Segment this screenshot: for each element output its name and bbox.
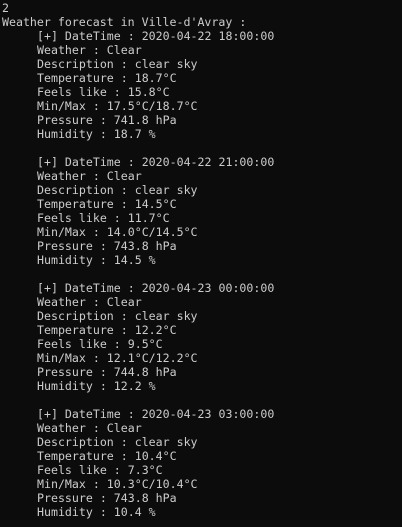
entry-field: Min/Max : 17.5°C/18.7°C: [37, 99, 198, 113]
entry-field: Pressure : 743.8 hPa: [37, 491, 177, 505]
entry-field: Pressure : 743.8 hPa: [37, 239, 177, 253]
entry-field: Weather : Clear: [37, 421, 142, 435]
entry-field: Weather : Clear: [37, 295, 142, 309]
entry-field: Feels like : 11.7°C: [37, 211, 170, 225]
entry-field: Min/Max : 10.3°C/10.4°C: [37, 477, 198, 491]
entry-field: Temperature : 10.4°C: [37, 449, 177, 463]
entry-field: Temperature : 14.5°C: [37, 197, 177, 211]
entry-header: [+] DateTime : 2020-04-23 00:00:00: [37, 281, 275, 295]
entry-field: Min/Max : 14.0°C/14.5°C: [37, 225, 198, 239]
output-title: Weather forecast in Ville-d'Avray :: [2, 15, 247, 29]
entry-header: [+] DateTime : 2020-04-22 21:00:00: [37, 155, 275, 169]
entry-field: Pressure : 741.8 hPa: [37, 113, 177, 127]
output-line: 2: [2, 1, 9, 15]
entry-field: Min/Max : 12.1°C/12.2°C: [37, 351, 198, 365]
entry-field: Description : clear sky: [37, 57, 198, 71]
entry-field: Description : clear sky: [37, 309, 198, 323]
entry-field: Weather : Clear: [37, 169, 142, 183]
entry-field: Humidity : 10.4 %: [37, 505, 156, 519]
entry-field: Humidity : 12.2 %: [37, 379, 156, 393]
entry-field: Feels like : 7.3°C: [37, 463, 163, 477]
entry-field: Pressure : 744.8 hPa: [37, 365, 177, 379]
entry-field: Humidity : 18.7 %: [37, 127, 156, 141]
entry-header: [+] DateTime : 2020-04-22 18:00:00: [37, 29, 275, 43]
entry-field: Temperature : 12.2°C: [37, 323, 177, 337]
entry-field: Humidity : 14.5 %: [37, 253, 156, 267]
entry-field: Feels like : 15.8°C: [37, 85, 170, 99]
entry-field: Temperature : 18.7°C: [37, 71, 177, 85]
entry-field: Description : clear sky: [37, 435, 198, 449]
entry-header: [+] DateTime : 2020-04-23 03:00:00: [37, 407, 275, 421]
entry-field: Feels like : 9.5°C: [37, 337, 163, 351]
entry-field: Description : clear sky: [37, 183, 198, 197]
entry-field: Weather : Clear: [37, 43, 142, 57]
